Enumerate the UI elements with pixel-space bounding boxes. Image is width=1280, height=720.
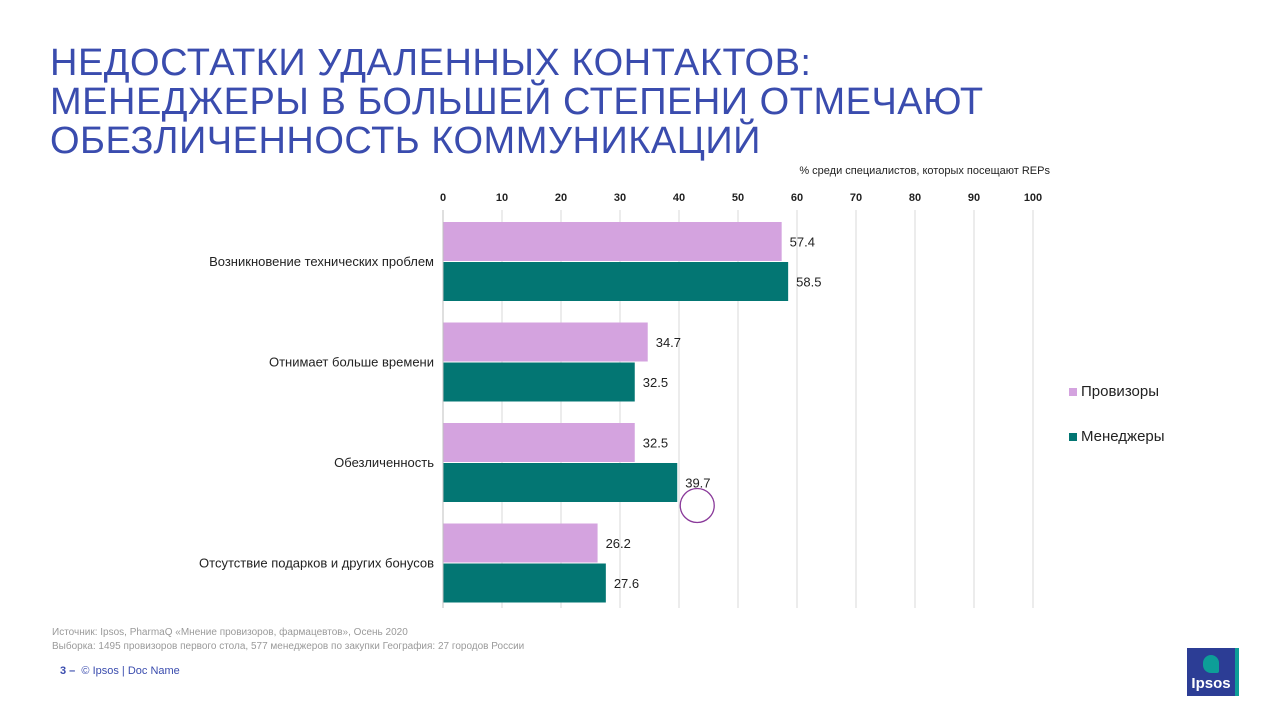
source-line-2: Выборка: 1495 провизоров первого стола, … [52,641,525,652]
logo-mark-icon [1203,655,1219,673]
x-tick-label-0: 0 [440,192,446,204]
bar-provizory [443,423,635,462]
chart-subtitle: % среди специалистов, которых посещают R… [799,165,1050,177]
page-title: НЕДОСТАТКИ УДАЛЕННЫХ КОНТАКТОВ: МЕНЕДЖЕР… [50,44,1050,161]
legend-swatch-provizory [1069,387,1077,396]
title-line-3: ОБЕЗЛИЧЕННОСТЬ КОММУНИКАЦИЙ [50,120,761,162]
x-tick-label-50: 50 [732,192,744,204]
x-tick-label-20: 20 [555,192,567,204]
bar-menedzhery [443,362,635,402]
data-label: 32.5 [643,436,668,451]
x-tick-label-30: 30 [614,192,626,204]
legend-item-menedzhery: Менеджеры [1069,428,1165,445]
bar-menedzhery [443,563,606,603]
data-label: 58.5 [796,275,821,290]
x-tick-label-70: 70 [850,192,862,204]
page-number: 3 – [60,665,76,677]
legend-label-menedzhery: Менеджеры [1081,428,1165,445]
x-tick-label-60: 60 [791,192,803,204]
title-line-2: МЕНЕДЖЕРЫ В БОЛЬШЕЙ СТЕПЕНИ ОТМЕЧАЮТ [50,81,984,123]
data-label: 26.2 [606,536,631,551]
data-label: 27.6 [614,576,639,591]
category-label: Возникновение технических проблем [209,254,434,269]
ipsos-logo: Ipsos [1187,648,1239,696]
legend-swatch-menedzhery [1069,432,1077,441]
footer-text: © Ipsos | Doc Name [81,665,180,677]
x-tick-label-10: 10 [496,192,508,204]
x-tick-label-90: 90 [968,192,980,204]
category-label: Обезличенность [334,455,434,470]
data-label: 39.7 [685,476,710,491]
legend-label-provizory: Провизоры [1081,383,1159,400]
data-label: 32.5 [643,375,668,390]
bar-provizory [443,222,782,261]
bar-provizory [443,523,598,563]
source-note: Источник: Ipsos, PharmaQ «Мнение провизо… [52,626,524,654]
category-label: Отсутствие подарков и других бонусов [199,556,434,571]
data-label: 57.4 [790,235,815,250]
x-tick-label-80: 80 [909,192,921,204]
source-line-1: Источник: Ipsos, PharmaQ «Мнение провизо… [52,627,408,638]
title-line-1: НЕДОСТАТКИ УДАЛЕННЫХ КОНТАКТОВ: [50,42,812,84]
highlight-circle [679,487,715,524]
bar-provizory [443,322,648,362]
legend-item-provizory: Провизоры [1069,383,1159,400]
data-label: 34.7 [656,335,681,350]
bar-menedzhery [443,463,678,502]
category-label: Отнимает больше времени [269,355,434,370]
footer: 3 – © Ipsos | Doc Name [60,665,180,677]
logo-text: Ipsos [1191,675,1231,692]
bar-menedzhery [443,262,789,301]
x-tick-label-40: 40 [673,192,685,204]
x-tick-label-100: 100 [1024,192,1042,204]
